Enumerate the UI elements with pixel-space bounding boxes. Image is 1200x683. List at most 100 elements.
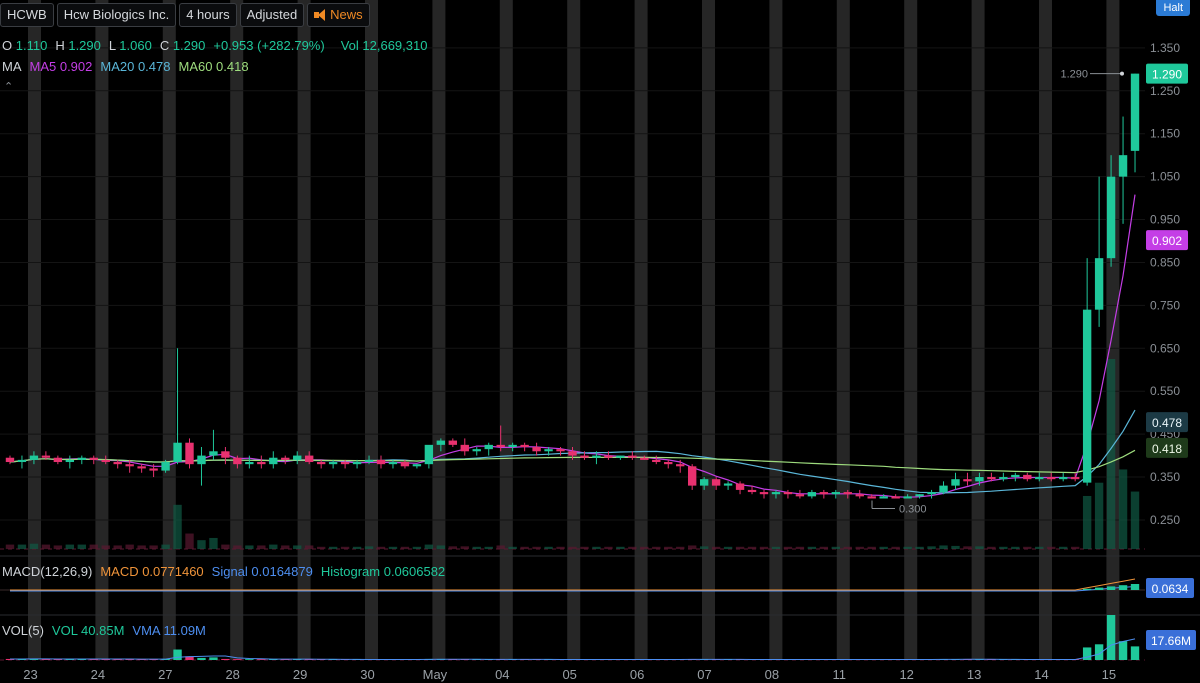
price-tick-label: 1.350 <box>1150 41 1180 55</box>
macd-legend-label[interactable]: MACD(12,26,9) <box>2 564 93 579</box>
volume-bar <box>628 546 637 549</box>
volume-pane-bar <box>53 659 63 660</box>
price-tick-label: 1.150 <box>1150 127 1180 141</box>
candle-body <box>293 455 302 460</box>
volume-bar <box>664 546 673 549</box>
candle-body <box>580 455 589 458</box>
candle-body <box>269 457 278 465</box>
volume-pane-bar <box>41 658 51 660</box>
interval-selector[interactable]: 4 hours <box>179 3 237 27</box>
volume-bar <box>735 546 745 549</box>
candle-body <box>41 455 51 458</box>
volume-bar <box>113 545 122 549</box>
volume-bar <box>723 546 733 549</box>
candle-body <box>233 457 242 465</box>
volume-bar <box>676 546 685 549</box>
news-button[interactable]: News <box>307 3 370 27</box>
volume-pane-bar <box>1094 644 1104 660</box>
candle-body <box>388 462 398 465</box>
candle-body <box>412 464 422 467</box>
date-axis: 23 24 27 28 29 30 May 04 05 06 07 08 11 12 13 14 15 <box>23 667 1116 682</box>
high-marker-dot <box>1120 71 1124 76</box>
candle-body <box>903 496 912 499</box>
volume-bar <box>89 544 98 549</box>
grid-lines <box>0 47 1200 616</box>
candle-body <box>987 477 996 480</box>
symbol-pill[interactable]: HCWB <box>0 3 54 27</box>
ma60-legend[interactable]: MA60 0.418 <box>178 59 249 74</box>
candle-body <box>424 444 434 465</box>
vol-legend: VOL(5) VOL 40.85M VMA 11.09M <box>2 623 206 638</box>
candle-body <box>376 459 386 465</box>
last-price-tag: 1.290 <box>1152 68 1182 82</box>
halt-badge[interactable]: Halt <box>1156 0 1190 16</box>
collapse-chevron-icon[interactable]: ⌃ <box>4 81 14 93</box>
candle-body <box>340 462 350 465</box>
candle-body <box>496 444 505 447</box>
ma20-price-tag-bg <box>1146 412 1188 433</box>
volume-bar <box>293 545 302 549</box>
candle-body <box>5 457 15 463</box>
candle-body <box>1059 477 1068 480</box>
session-band <box>836 0 850 660</box>
candle-body <box>472 449 481 452</box>
volume-bar <box>1094 482 1104 549</box>
date-tick-label: 30 <box>360 667 374 682</box>
ma20-price-tag: 0.478 <box>1152 416 1182 430</box>
candle-body <box>1011 474 1020 478</box>
volume-bar <box>245 545 254 549</box>
price-tick-label: 0.650 <box>1150 341 1180 355</box>
macd-histogram-bar <box>1094 587 1104 590</box>
price-tick-label: 1.050 <box>1150 170 1180 184</box>
volume-bar <box>101 545 110 549</box>
date-tick-label: 05 <box>562 667 576 682</box>
adjust-selector[interactable]: Adjusted <box>239 3 305 27</box>
company-pill[interactable]: Hcw Biologics Inc. <box>56 3 177 27</box>
volume-bar <box>999 546 1008 549</box>
vol-legend-label[interactable]: VOL(5) <box>2 623 44 638</box>
date-tick-label: 29 <box>293 667 307 682</box>
price-tick-label: 1.250 <box>1150 84 1180 98</box>
vol-tag-bg <box>1146 630 1196 650</box>
price-tick-label: 0.350 <box>1150 470 1180 484</box>
vol-legend-vol: VOL 40.85M <box>51 623 125 638</box>
session-band <box>28 0 41 660</box>
session-band <box>365 0 378 660</box>
volume-bar <box>640 546 649 549</box>
macd-legend-signal: Signal 0.0164879 <box>211 564 313 579</box>
candle-body <box>628 455 637 458</box>
volume-bar <box>460 546 469 549</box>
ma20-legend[interactable]: MA20 0.478 <box>100 59 171 74</box>
volume-bar <box>1106 359 1116 549</box>
candle-body <box>53 457 63 463</box>
candle-body <box>89 457 98 460</box>
volume-bar <box>257 545 266 549</box>
price-tick-label: 0.850 <box>1150 255 1180 269</box>
volume-bar <box>879 546 888 549</box>
price-axis: 1.350 1.250 1.150 1.050 0.950 0.850 0.750 0.650… <box>1150 41 1180 527</box>
volume-bar <box>520 546 529 549</box>
volume-bar <box>963 546 972 549</box>
volume-bar <box>1035 546 1044 549</box>
volume-bar <box>17 544 27 549</box>
volume-bar <box>364 546 374 549</box>
candle-body <box>963 479 972 482</box>
date-tick-label: 06 <box>630 667 644 682</box>
volume-pane-bar <box>245 659 254 660</box>
candle-body <box>604 455 613 458</box>
volume-pane-bar <box>1082 647 1092 660</box>
volume-pane-bar <box>113 659 122 660</box>
candle-body <box>568 451 577 456</box>
ma5-price-tag: 0.902 <box>1152 234 1182 248</box>
ma5-legend[interactable]: MA5 0.902 <box>29 59 93 74</box>
volume-overlay <box>5 359 1140 549</box>
candle-body <box>149 468 158 471</box>
change-value: +0.953 (+282.79%) <box>213 38 325 53</box>
volume-pane-bar <box>233 659 242 660</box>
candle-body <box>975 477 984 482</box>
volume-bar <box>580 546 589 549</box>
volume-bar <box>508 546 517 549</box>
candle-body <box>711 479 721 486</box>
candle-body <box>855 494 864 497</box>
